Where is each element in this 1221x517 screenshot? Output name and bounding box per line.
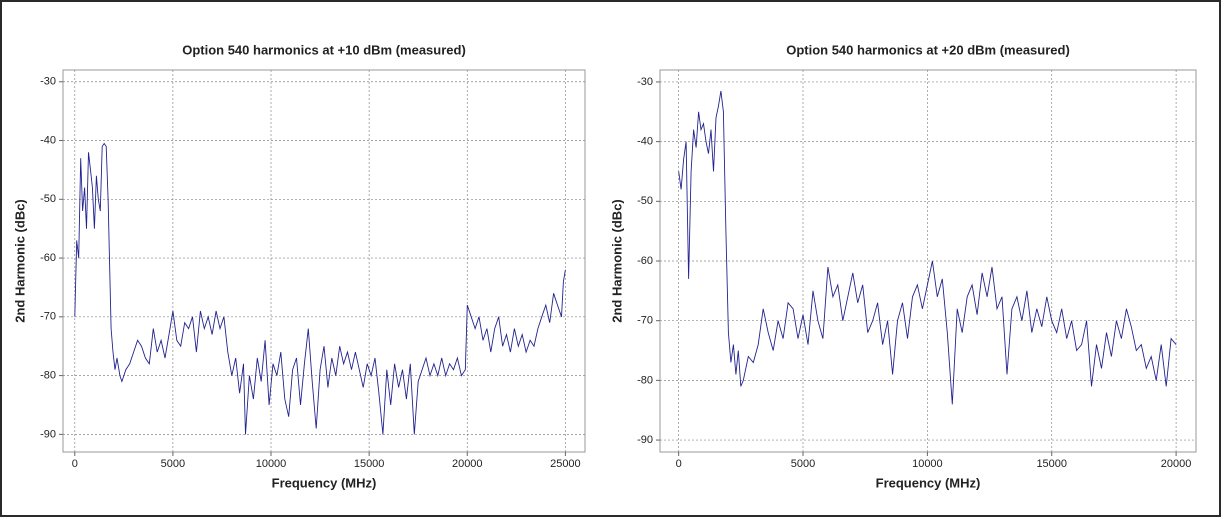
y-tick-label: -50 [637,195,653,207]
x-axis-title: Frequency (MHz) [876,475,981,490]
y-tick-label: -90 [637,434,653,446]
y-tick-label: -60 [637,255,653,267]
x-tick-label: 20000 [452,458,483,470]
chart-title: Option 540 harmonics at +20 dBm (measure… [786,42,1070,57]
x-tick-label: 10000 [912,458,943,470]
y-tick-label: -60 [40,252,56,264]
x-axis-title: Frequency (MHz) [272,475,377,490]
y-tick-label: -70 [40,311,56,323]
data-line [74,142,566,435]
x-tick-label: 25000 [550,458,581,470]
x-tick-label: 0 [676,458,682,470]
y-tick-label: -80 [40,370,56,382]
y-tick-label: -50 [40,193,56,205]
y-tick-label: -40 [637,136,653,148]
x-tick-label: 20000 [1161,458,1192,470]
x-tick-label: 15000 [354,458,385,470]
y-tick-label: -70 [637,315,653,327]
x-tick-label: 15000 [1036,458,1067,470]
x-tick-label: 0 [72,458,78,470]
x-tick-label: 5000 [161,458,185,470]
data-line [678,90,1177,405]
x-tick-label: 5000 [791,458,815,470]
y-axis-title: 2nd Harmonic (dBc) [609,199,624,323]
x-tick-label: 10000 [256,458,287,470]
y-axis-title: 2nd Harmonic (dBc) [12,199,27,323]
y-tick-label: -90 [40,428,56,440]
chart-title: Option 540 harmonics at +10 dBm (measure… [182,42,466,57]
y-tick-label: -30 [637,76,653,88]
y-tick-label: -30 [40,76,56,88]
plot-area [62,69,586,453]
y-tick-label: -40 [40,134,56,146]
y-tick-label: -80 [637,374,653,386]
